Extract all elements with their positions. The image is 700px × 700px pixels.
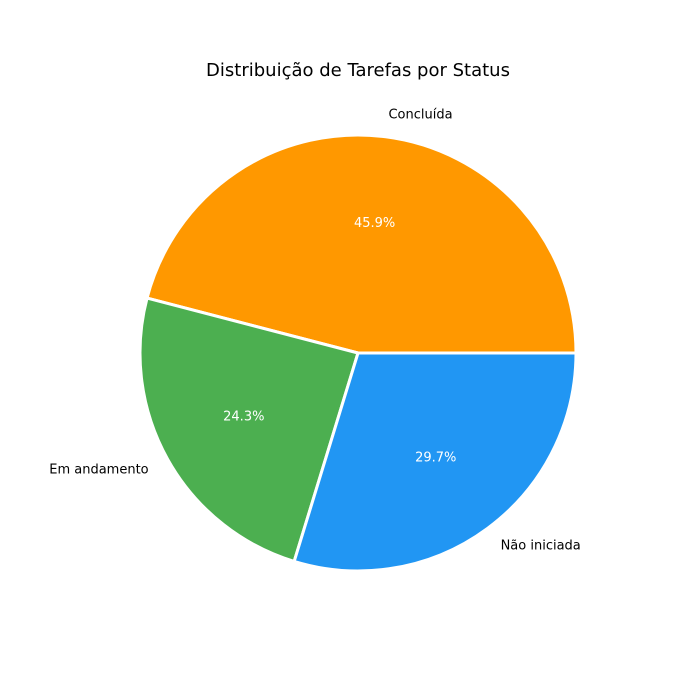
- slice-label-1: Em andamento: [49, 462, 148, 477]
- pie-slice-1: [138, 296, 360, 563]
- slice-percent-0: 45.9%: [354, 216, 395, 231]
- slice-percent-2: 29.7%: [415, 451, 456, 466]
- slice-percent-1: 24.3%: [223, 409, 264, 424]
- pie-slice-0: [145, 133, 578, 355]
- pie-labels: Concluída 45.9% Em andamento 24.3% Não inici…: [49, 108, 581, 554]
- chart-title: Distribuição de Tarefas por Status: [206, 60, 510, 81]
- pie-slice-2: [292, 351, 578, 573]
- slice-label-2: Não iniciada: [501, 538, 581, 553]
- pie-slices: [138, 133, 578, 573]
- slice-label-0: Concluída: [388, 108, 452, 123]
